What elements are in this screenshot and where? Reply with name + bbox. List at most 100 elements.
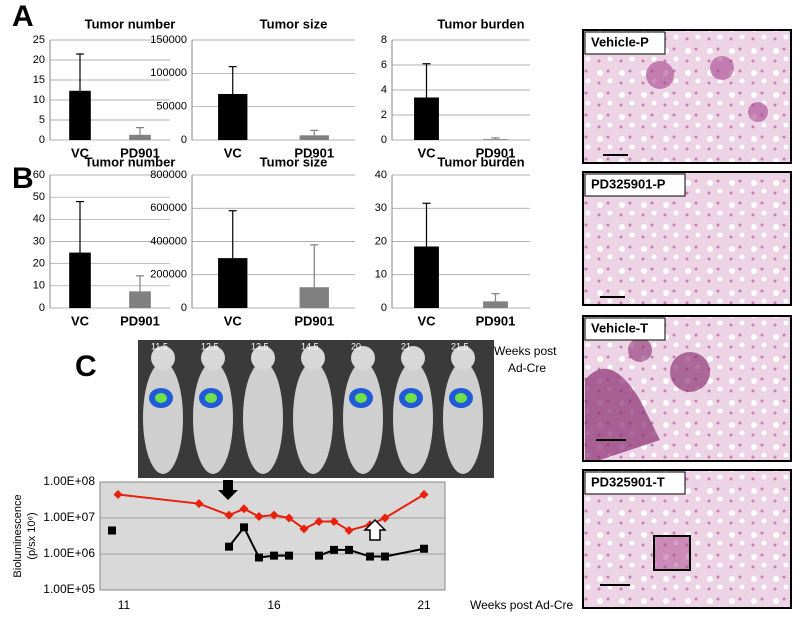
y-tick-label: 25	[33, 34, 45, 46]
x-tick-label: PD901	[476, 145, 516, 160]
signal	[405, 393, 417, 403]
y-tick-label: 15	[33, 74, 45, 86]
y-tick-label: 60	[33, 169, 45, 181]
signal	[205, 393, 217, 403]
mouse-head	[451, 346, 475, 370]
point	[225, 542, 233, 551]
y-tick-label: 50000	[156, 101, 187, 113]
y-tick-label: 0	[39, 302, 45, 314]
lesion	[670, 352, 710, 392]
bar	[299, 287, 329, 308]
point	[254, 512, 264, 522]
x-axis-label: Weeks post Ad-Cre	[470, 598, 573, 612]
y-tick-label: 10	[375, 269, 387, 281]
bar	[69, 90, 91, 140]
x-tick-label: PD901	[120, 145, 160, 160]
x-tick-label: 16	[267, 598, 281, 612]
x-tick-label: PD901	[120, 313, 160, 328]
signal	[455, 393, 467, 403]
y-tick-label: 150000	[150, 34, 187, 46]
mouse-head	[151, 346, 175, 370]
point	[240, 523, 248, 532]
point	[299, 524, 309, 534]
point	[255, 553, 263, 562]
y-tick-label: 800000	[150, 169, 187, 181]
y-tick-label: 0	[381, 302, 387, 314]
week-label: 21	[401, 341, 411, 351]
plot-area	[99, 481, 446, 591]
lesion	[646, 61, 674, 89]
imaging-caption: Ad-Cre	[508, 361, 546, 375]
point	[270, 551, 278, 560]
y-tick-label: 4	[381, 84, 387, 96]
x-tick-label: VC	[71, 313, 90, 328]
point	[239, 504, 249, 514]
mouse	[343, 362, 383, 474]
point	[344, 525, 354, 535]
mouse	[243, 362, 283, 474]
y-tick-label: 40	[33, 213, 45, 225]
imaging-strip: 11.5 12.5 13.5 14.5 20 21 21.5	[138, 340, 494, 478]
point	[269, 510, 279, 520]
x-tick-label: VC	[417, 313, 436, 328]
y-tick-label: 20	[375, 235, 387, 247]
y-tick-label: 40	[375, 169, 387, 181]
x-tick-label: PD901	[476, 313, 516, 328]
point	[224, 510, 234, 520]
point	[285, 551, 293, 560]
mouse-head	[351, 346, 375, 370]
y-tick-label: 1.00E+07	[43, 510, 95, 524]
y-tick-label: 5	[39, 114, 45, 126]
signal	[155, 393, 167, 403]
imaging-caption: Weeks post	[494, 344, 557, 358]
point	[314, 516, 324, 526]
x-tick-label: 11	[118, 598, 131, 612]
y-tick-label: 200000	[150, 269, 187, 281]
chart-title: Tumor burden	[437, 16, 524, 31]
y-tick-label: 400000	[150, 235, 187, 247]
x-tick-label: VC	[224, 313, 243, 328]
point	[419, 489, 429, 499]
y-axis-label: (p/sx 10⁶)	[26, 512, 38, 559]
x-tick-label: PD901	[294, 313, 334, 328]
week-label: 21.5	[451, 341, 469, 351]
chart-title: Tumor number	[85, 16, 176, 31]
y-tick-label: 50	[33, 191, 45, 203]
y-tick-label: 0	[39, 134, 45, 146]
week-label: 12.5	[201, 341, 219, 351]
point	[329, 516, 339, 526]
x-tick-label: VC	[224, 145, 243, 160]
x-tick-label: VC	[71, 145, 90, 160]
point	[284, 513, 294, 523]
bar	[299, 135, 329, 140]
mouse	[193, 362, 233, 474]
point	[345, 545, 353, 554]
y-tick-label: 1.00E+06	[43, 546, 95, 560]
y-tick-label: 1.00E+05	[43, 582, 95, 596]
point	[194, 499, 204, 509]
y-tick-label: 8	[381, 34, 387, 46]
bar	[483, 301, 508, 308]
y-tick-label: 1.00E+08	[43, 474, 95, 488]
arrow	[218, 480, 238, 500]
mouse-head	[401, 346, 425, 370]
point	[108, 526, 116, 535]
lesion	[628, 338, 652, 362]
panel-label: C	[75, 350, 97, 383]
histology-label: PD325901-P	[591, 176, 666, 191]
y-tick-label: 10	[33, 280, 45, 292]
point	[315, 551, 323, 560]
y-tick-label: 0	[181, 302, 187, 314]
histology-images: Vehicle-P PD325901-P Vehicle-T PD325901-…	[582, 29, 792, 609]
chart-title: Tumor burden	[437, 154, 524, 169]
x-tick-label: 21	[417, 598, 431, 612]
bar	[129, 291, 151, 308]
y-axis-label: Bioluminescence	[12, 494, 24, 577]
y-tick-label: 600000	[150, 202, 187, 214]
mouse	[143, 362, 183, 474]
histology-label: PD325901-T	[591, 474, 665, 489]
y-tick-label: 10	[33, 94, 45, 106]
histology-label: Vehicle-T	[591, 320, 648, 335]
highlight-box	[653, 535, 691, 571]
